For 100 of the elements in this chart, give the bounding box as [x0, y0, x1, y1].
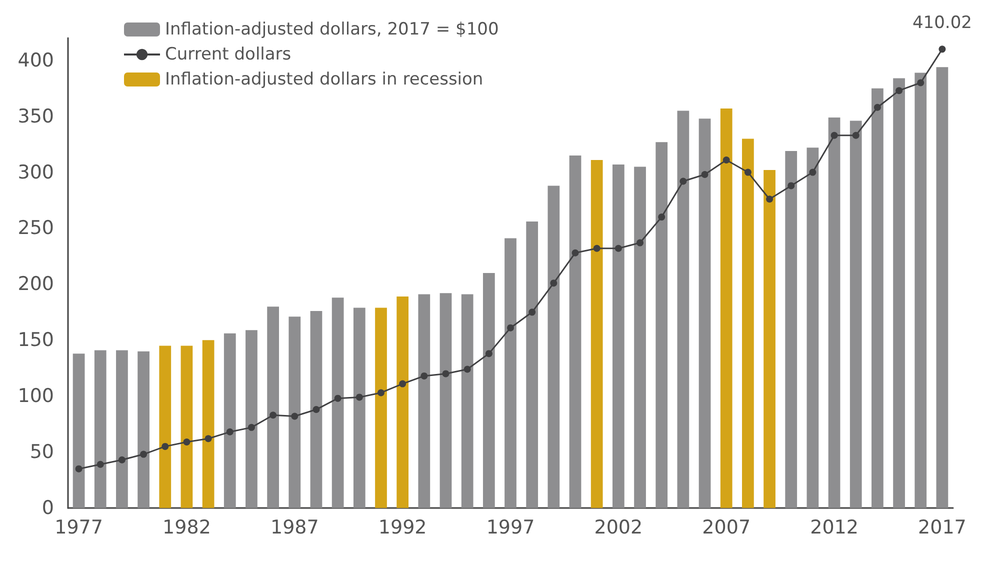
bar [785, 151, 798, 508]
bar [461, 294, 474, 508]
bar [936, 67, 948, 508]
bar [202, 340, 214, 508]
point [248, 424, 255, 431]
point [572, 249, 579, 256]
y-tick-label: 150 [18, 329, 54, 352]
point [118, 456, 126, 464]
bar [138, 351, 150, 508]
bar [482, 273, 495, 508]
bar [116, 350, 128, 508]
point [464, 366, 471, 373]
bar [332, 298, 344, 508]
point [809, 168, 816, 176]
x-tick-label: 1982 [162, 516, 211, 538]
x-tick-label: 1997 [486, 516, 535, 538]
bar [310, 311, 322, 508]
point [874, 104, 881, 111]
point [896, 87, 903, 94]
x-tick-label: 1992 [378, 516, 427, 538]
bar [872, 88, 884, 508]
point [788, 182, 795, 190]
bar [806, 148, 819, 508]
x-tick-label: 2012 [810, 516, 858, 538]
bar [375, 308, 387, 508]
point [377, 389, 384, 396]
point [485, 350, 492, 358]
point [722, 156, 730, 164]
x-tick-label: 1977 [54, 516, 103, 538]
bar [893, 78, 905, 508]
point [744, 168, 752, 176]
y-tick-label: 100 [18, 385, 54, 408]
point [140, 450, 148, 458]
point [830, 132, 838, 139]
point [614, 244, 622, 252]
bar [396, 296, 409, 508]
point [852, 132, 860, 139]
point [226, 428, 234, 436]
bar [698, 118, 711, 508]
legend-label: Inflation-adjusted dollars, 2017 = $100 [165, 20, 499, 40]
point [766, 196, 774, 203]
bar [764, 170, 776, 508]
point [938, 46, 946, 53]
legend-label: Inflation-adjusted dollars in recession [165, 70, 484, 90]
y-tick-label: 250 [18, 217, 54, 240]
bar [590, 160, 603, 508]
point [507, 324, 514, 332]
bar [850, 120, 862, 508]
y-tick-label: 350 [18, 105, 54, 128]
bar [548, 186, 560, 508]
bar [159, 346, 172, 508]
data-label: 410.02 [912, 13, 972, 34]
x-tick-label: 2007 [702, 516, 751, 538]
bar [656, 142, 668, 508]
bar [440, 293, 452, 508]
point [550, 280, 558, 287]
bar [72, 354, 85, 508]
bar [569, 156, 582, 508]
y-tick-label: 200 [18, 273, 54, 296]
bar [418, 294, 430, 508]
bar [246, 330, 258, 508]
point [183, 438, 190, 446]
bar [742, 138, 754, 508]
bar [94, 350, 106, 508]
point [356, 394, 363, 401]
bar [224, 333, 236, 508]
point [917, 79, 924, 86]
bar [526, 222, 538, 508]
point [680, 178, 687, 185]
point [528, 308, 536, 316]
point [312, 406, 320, 414]
y-tick-label: 0 [42, 497, 54, 519]
bar [288, 316, 301, 508]
x-tick-label: 2017 [918, 516, 966, 538]
bar [353, 308, 366, 508]
point [442, 370, 450, 378]
x-tick-label: 2002 [594, 516, 643, 538]
point [593, 244, 600, 252]
point [636, 239, 644, 246]
point [420, 372, 428, 380]
bar [634, 166, 646, 508]
point [658, 214, 666, 221]
bar [504, 238, 516, 508]
point [75, 465, 82, 472]
bar [720, 108, 732, 508]
point [399, 380, 406, 388]
point [334, 394, 342, 402]
legend-label: Current dollars [165, 44, 292, 64]
point [204, 435, 212, 442]
point [291, 412, 298, 420]
point [270, 412, 277, 419]
x-tick-label: 1987 [270, 516, 319, 538]
y-tick-label: 50 [30, 441, 54, 464]
bar [914, 72, 927, 508]
point [701, 171, 708, 178]
y-tick-label: 400 [18, 49, 54, 72]
point [96, 460, 104, 468]
bar [828, 117, 840, 508]
bar [267, 306, 279, 508]
bar [612, 164, 624, 508]
